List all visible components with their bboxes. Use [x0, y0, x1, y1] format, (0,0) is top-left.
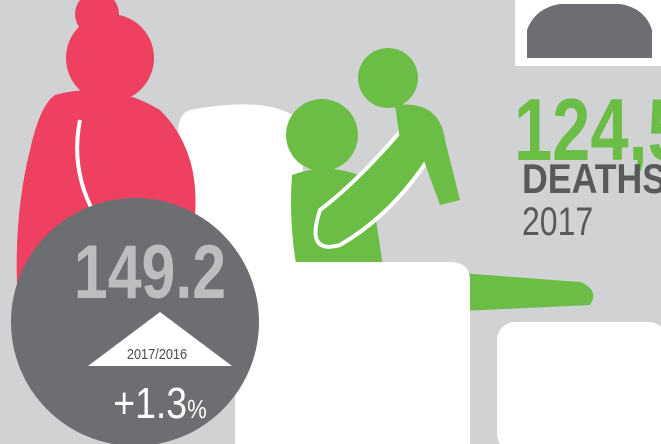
green-adult — [286, 99, 443, 285]
chair-arm — [235, 262, 470, 444]
deaths-year: 2017 — [522, 199, 593, 244]
stat-change-unit: % — [187, 395, 207, 424]
portrait-icon — [515, 0, 661, 66]
ottoman — [497, 322, 661, 444]
stat-change: +1.3 — [113, 378, 187, 428]
deaths-count: 124,5 — [514, 81, 661, 179]
stat-value: 149.2 — [74, 230, 226, 315]
stat-circle — [11, 198, 259, 444]
stat-change-text: +1.3% — [113, 378, 206, 428]
stat-period: 2017/2016 — [127, 345, 187, 362]
deaths-label: DEATHS — [522, 156, 661, 202]
triangle — [88, 312, 232, 366]
green-child — [358, 48, 460, 205]
